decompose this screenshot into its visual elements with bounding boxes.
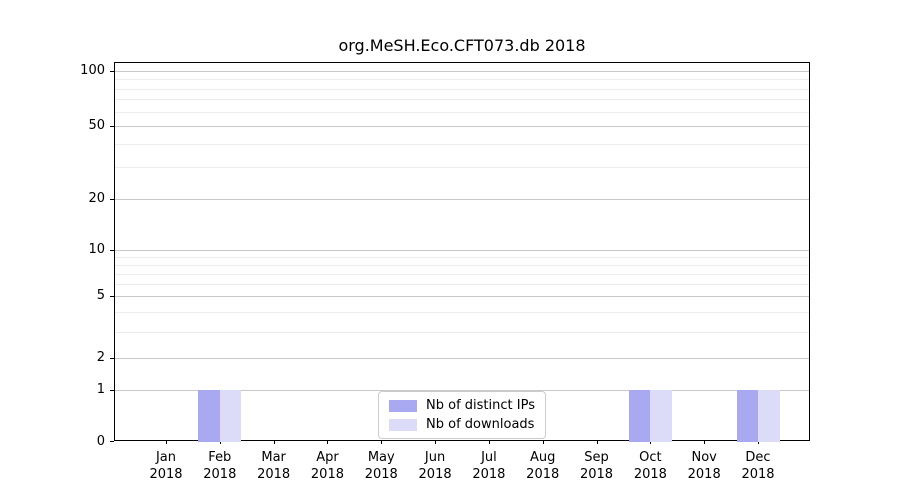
y-tick-label: 0 [96, 434, 105, 449]
major-gridline [115, 71, 809, 72]
y-tick-label: 20 [88, 191, 105, 206]
y-tick-label: 100 [80, 63, 105, 78]
y-tick-mark [110, 250, 114, 251]
bar-distinct-ips-oct [628, 390, 651, 442]
bar-downloads-oct [650, 390, 672, 442]
y-tick-label: 50 [88, 118, 105, 133]
y-tick-mark [110, 71, 114, 72]
legend-swatch-distinct-ips [389, 399, 418, 412]
legend-item-downloads: Nb of downloads [389, 417, 535, 432]
y-tick-mark [110, 357, 114, 359]
legend-label-distinct-ips: Nb of distinct IPs [426, 398, 535, 413]
major-gridline [115, 199, 809, 200]
x-tick-label-feb: Feb 2018 [203, 450, 237, 482]
x-tick-label-jan: Jan 2018 [149, 450, 183, 482]
x-tick-mark [650, 440, 652, 444]
minor-gridline [115, 88, 809, 90]
x-tick-label-jun: Jun 2018 [418, 450, 452, 482]
bar-downloads-feb [219, 390, 242, 442]
x-tick-mark [435, 440, 437, 444]
legend-swatch-downloads [389, 418, 418, 431]
x-tick-mark [273, 440, 275, 444]
major-gridline [115, 390, 809, 391]
bar-distinct-ips-dec [736, 390, 758, 442]
x-tick-mark [219, 440, 221, 444]
bar-downloads-dec [758, 390, 780, 442]
x-tick-label-aug: Aug 2018 [526, 450, 560, 482]
plot-area: 0 1 2 5 10 20 50 100 Jan 2018 Feb 2018 Mar 2018 Apr 20… [80, 62, 810, 482]
minor-gridline [115, 257, 809, 259]
x-tick-label-apr: Apr 2018 [310, 450, 344, 482]
x-tick-label-sep: Sep 2018 [579, 450, 614, 482]
minor-gridline [115, 143, 809, 145]
minor-gridline [115, 312, 809, 314]
y-tick-label: 1 [96, 382, 105, 397]
x-tick-mark [542, 440, 544, 444]
minor-gridline [115, 111, 809, 113]
y-tick-mark [110, 296, 114, 297]
x-tick-mark [381, 440, 383, 444]
y-tick-label: 5 [96, 288, 105, 303]
bar-distinct-ips-feb [198, 390, 220, 442]
major-gridline [115, 357, 809, 359]
x-tick-mark [596, 440, 598, 444]
major-gridline [115, 250, 809, 251]
minor-gridline [115, 331, 809, 333]
y-tick-label: 10 [88, 242, 105, 257]
minor-gridline [115, 265, 809, 267]
y-tick-mark [110, 441, 114, 442]
x-tick-mark [704, 440, 706, 444]
x-tick-mark [166, 440, 167, 444]
x-tick-label-dec: Dec 2018 [741, 450, 775, 482]
x-tick-label-mar: Mar 2018 [257, 450, 291, 482]
x-tick-label-may: May 2018 [364, 450, 398, 482]
minor-gridline [115, 79, 809, 81]
major-gridline [115, 126, 809, 127]
minor-gridline [115, 274, 809, 276]
y-tick-mark [110, 199, 114, 200]
minor-gridline [115, 99, 809, 101]
x-tick-label-jul: Jul 2018 [472, 450, 506, 482]
minor-gridline [115, 284, 809, 286]
y-tick-mark [110, 126, 114, 127]
y-tick-mark [110, 390, 114, 391]
legend-item-distinct-ips: Nb of distinct IPs [389, 398, 535, 413]
x-tick-label-nov: Nov 2018 [687, 450, 721, 482]
x-tick-mark [758, 440, 759, 444]
x-tick-mark [488, 440, 490, 444]
major-gridline [115, 296, 809, 297]
minor-gridline [115, 166, 809, 168]
legend: Nb of distinct IPs Nb of downloads [378, 391, 546, 439]
y-tick-label: 2 [96, 349, 105, 365]
x-tick-label-oct: Oct 2018 [633, 450, 667, 482]
chart-title: org.MeSH.Eco.CFT073.db 2018 [338, 36, 586, 55]
x-tick-mark [327, 440, 329, 444]
legend-label-downloads: Nb of downloads [426, 417, 535, 432]
